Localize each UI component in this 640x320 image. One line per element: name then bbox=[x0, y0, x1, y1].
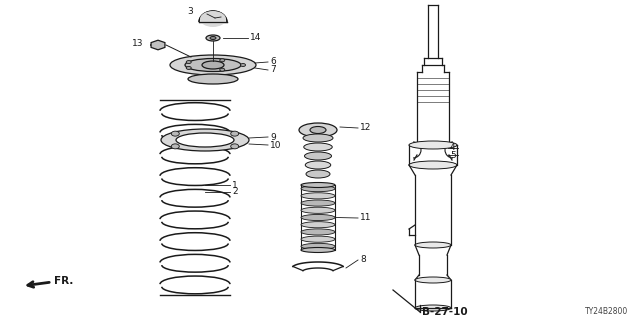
Ellipse shape bbox=[176, 133, 234, 147]
Ellipse shape bbox=[301, 182, 335, 188]
Text: 13: 13 bbox=[131, 38, 143, 47]
Text: 2: 2 bbox=[232, 188, 237, 196]
Ellipse shape bbox=[230, 131, 239, 136]
Ellipse shape bbox=[301, 247, 335, 252]
Ellipse shape bbox=[301, 214, 335, 220]
Ellipse shape bbox=[186, 60, 191, 64]
Ellipse shape bbox=[186, 67, 191, 69]
Ellipse shape bbox=[303, 134, 333, 142]
Text: 8: 8 bbox=[360, 255, 365, 265]
Text: 10: 10 bbox=[270, 140, 282, 149]
Polygon shape bbox=[151, 40, 165, 50]
Text: 3: 3 bbox=[188, 7, 193, 17]
Ellipse shape bbox=[415, 277, 451, 283]
Text: 14: 14 bbox=[250, 34, 261, 43]
Ellipse shape bbox=[415, 242, 451, 248]
Ellipse shape bbox=[220, 59, 225, 62]
Ellipse shape bbox=[170, 55, 256, 75]
Ellipse shape bbox=[230, 144, 239, 149]
Ellipse shape bbox=[305, 161, 331, 169]
Ellipse shape bbox=[241, 63, 246, 67]
Ellipse shape bbox=[206, 35, 220, 41]
Text: 6: 6 bbox=[270, 58, 276, 67]
Text: 7: 7 bbox=[270, 66, 276, 75]
Ellipse shape bbox=[301, 200, 335, 206]
Ellipse shape bbox=[301, 243, 335, 250]
Ellipse shape bbox=[415, 305, 451, 311]
Ellipse shape bbox=[220, 68, 225, 71]
Ellipse shape bbox=[299, 123, 337, 137]
Ellipse shape bbox=[188, 74, 238, 84]
Ellipse shape bbox=[210, 36, 216, 39]
Ellipse shape bbox=[301, 207, 335, 213]
Ellipse shape bbox=[301, 236, 335, 242]
Ellipse shape bbox=[301, 229, 335, 235]
Text: 1: 1 bbox=[232, 180, 237, 189]
Text: 5: 5 bbox=[450, 150, 456, 159]
Text: TY24B2800: TY24B2800 bbox=[585, 307, 628, 316]
Ellipse shape bbox=[172, 131, 179, 136]
Text: 11: 11 bbox=[360, 213, 371, 222]
Text: B-27-10: B-27-10 bbox=[422, 307, 468, 317]
Ellipse shape bbox=[172, 144, 179, 149]
Ellipse shape bbox=[301, 222, 335, 228]
Ellipse shape bbox=[301, 186, 335, 192]
Ellipse shape bbox=[202, 61, 224, 69]
Text: 12: 12 bbox=[360, 124, 371, 132]
Ellipse shape bbox=[161, 129, 249, 151]
Text: 4: 4 bbox=[450, 143, 456, 153]
Ellipse shape bbox=[409, 161, 457, 169]
Ellipse shape bbox=[304, 143, 332, 151]
Text: FR.: FR. bbox=[54, 276, 74, 286]
Ellipse shape bbox=[200, 11, 226, 27]
Text: 9: 9 bbox=[270, 132, 276, 141]
Ellipse shape bbox=[310, 126, 326, 133]
Ellipse shape bbox=[301, 193, 335, 199]
Ellipse shape bbox=[305, 152, 332, 160]
Ellipse shape bbox=[185, 59, 241, 71]
Ellipse shape bbox=[306, 170, 330, 178]
Ellipse shape bbox=[409, 141, 457, 149]
